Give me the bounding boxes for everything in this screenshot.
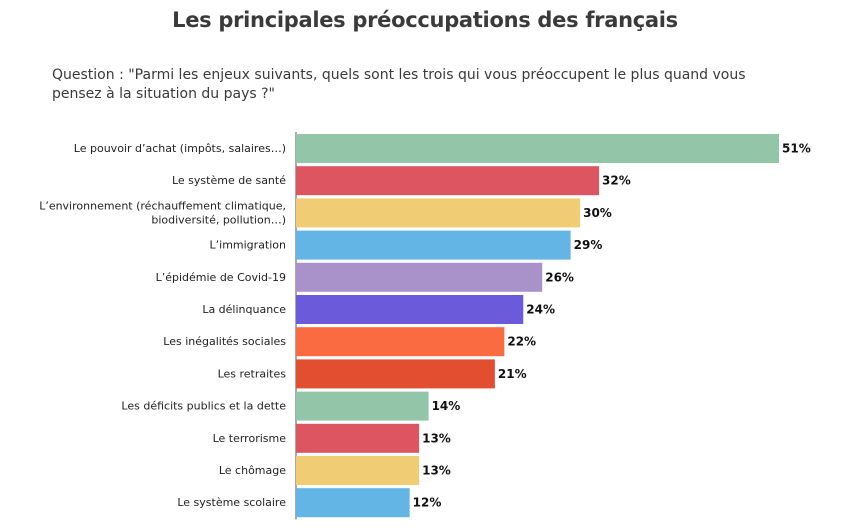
bar — [296, 166, 600, 196]
value-label: 51% — [782, 142, 811, 156]
bar — [296, 230, 571, 260]
category-label: Le chômage — [219, 464, 286, 477]
bar — [296, 423, 420, 453]
category-label: La délinquance — [202, 303, 286, 316]
category-label: Le système de santé — [172, 174, 286, 187]
bar — [296, 488, 410, 518]
category-label: Le système scolaire — [177, 496, 286, 509]
category-label: L’environnement (réchauffement climatiqu… — [39, 199, 286, 212]
bar — [296, 134, 779, 163]
bar — [296, 391, 429, 421]
category-label: L’immigration — [210, 239, 287, 252]
value-label: 30% — [583, 206, 612, 220]
category-label: biodiversité, pollution…) — [151, 213, 286, 226]
value-label: 29% — [574, 238, 603, 252]
category-label: Les inégalités sociales — [163, 335, 286, 348]
bar — [296, 327, 505, 357]
value-label: 21% — [498, 367, 527, 381]
bar — [296, 262, 543, 292]
category-label: Les déficits publics et la dette — [121, 400, 286, 413]
chart-question: Question : "Parmi les enjeux suivants, q… — [52, 67, 746, 102]
value-label: 22% — [507, 335, 536, 349]
bar — [296, 456, 420, 485]
bar — [296, 198, 581, 228]
value-label: 26% — [545, 270, 574, 284]
value-label: 14% — [432, 399, 461, 413]
bar — [296, 295, 524, 324]
value-label: 13% — [422, 431, 451, 445]
chart-title: Les principales préoccupations des franç… — [172, 8, 678, 32]
value-label: 13% — [422, 464, 451, 478]
category-label: Les retraites — [218, 367, 287, 380]
category-label: Le terrorisme — [213, 432, 287, 445]
value-label: 12% — [413, 496, 442, 510]
bar — [296, 359, 495, 389]
category-label: Le pouvoir d’achat (impôts, salaires…) — [74, 142, 286, 155]
value-label: 32% — [602, 174, 631, 188]
category-label: L’épidémie de Covid-19 — [156, 271, 286, 284]
value-label: 24% — [526, 303, 555, 317]
